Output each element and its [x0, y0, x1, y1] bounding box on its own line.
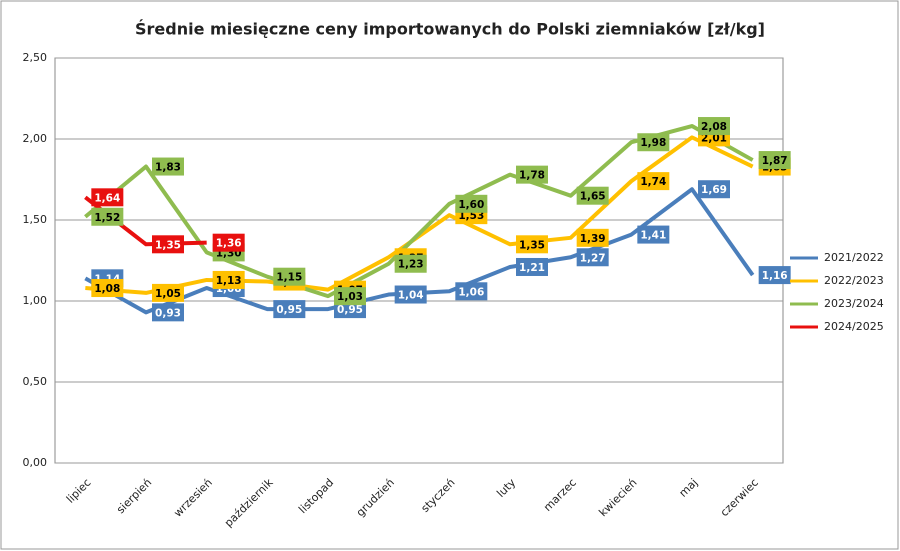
data-label: 1,74: [640, 176, 666, 188]
data-label: 1,13: [216, 275, 242, 287]
data-label-box: [152, 235, 184, 254]
data-label-box: [273, 267, 306, 286]
data-label: 1,98: [640, 137, 666, 149]
data-label-box: [152, 303, 184, 322]
data-label: 0,95: [337, 304, 363, 316]
y-tick-label: 1,00: [23, 294, 48, 307]
data-label-box: [334, 287, 366, 306]
data-label: 1,52: [94, 212, 120, 224]
data-label-box: [516, 257, 548, 276]
y-tick-label: 2,50: [23, 51, 48, 64]
data-label: 0,93: [155, 307, 181, 319]
chart-title: Średnie miesięczne ceny importowanych do…: [135, 20, 765, 39]
data-label-box: [394, 285, 427, 304]
data-label: 0,95: [276, 304, 302, 316]
data-label-box: [637, 225, 670, 244]
data-label: 1,35: [519, 239, 545, 251]
data-label-box: [91, 279, 124, 298]
data-label-box: [91, 207, 124, 226]
data-label-box: [394, 254, 427, 273]
data-label: 1,53: [458, 210, 484, 222]
legend-label: 2021/2022: [824, 251, 884, 264]
y-tick-label: 1,50: [23, 213, 48, 226]
data-label: 1,35: [155, 239, 181, 251]
data-label-box: [212, 233, 245, 252]
data-label-box: [516, 165, 548, 184]
data-label-box: [576, 186, 609, 205]
data-label: 1,04: [398, 290, 424, 302]
data-label: 1,69: [701, 184, 727, 196]
legend-label: 2022/2023: [824, 274, 884, 287]
data-label: 1,41: [640, 230, 666, 242]
y-tick-label: 2,00: [23, 132, 48, 145]
data-label: 1,83: [155, 162, 181, 174]
y-tick-label: 0,50: [23, 375, 48, 388]
data-label-box: [455, 282, 488, 301]
legend-label: 2024/2025: [824, 320, 884, 333]
data-label-box: [637, 172, 670, 191]
data-label: 2,01: [701, 132, 727, 144]
data-label: 1,15: [276, 272, 302, 284]
data-label-box: [576, 248, 609, 267]
data-label: 1,05: [155, 288, 181, 300]
y-tick-label: 0,00: [23, 456, 48, 469]
data-label: 1,16: [762, 270, 788, 282]
data-label: 1,36: [216, 238, 242, 250]
data-label-box: [698, 180, 730, 199]
data-label-box: [273, 300, 306, 319]
data-label: 1,23: [398, 259, 424, 271]
data-label: 1,06: [458, 286, 484, 298]
data-label-box: [698, 117, 730, 136]
data-label: 1,08: [94, 283, 120, 295]
legend-label: 2023/2024: [824, 297, 884, 310]
data-label: 1,21: [519, 262, 545, 274]
data-label: 1,78: [519, 170, 545, 182]
data-label-box: [516, 235, 548, 254]
data-label-box: [91, 188, 124, 207]
data-label-box: [637, 133, 670, 152]
data-label-box: [758, 266, 791, 285]
data-label: 1,64: [94, 192, 120, 204]
data-label-box: [212, 270, 245, 289]
data-label-box: [152, 157, 184, 176]
data-label: 1,03: [337, 291, 363, 303]
data-label: 1,87: [762, 155, 788, 167]
data-label: 1,65: [580, 191, 606, 203]
data-label: 1,60: [458, 199, 484, 211]
data-label: 1,39: [580, 233, 606, 245]
data-label-box: [152, 283, 184, 302]
data-label: 2,08: [701, 121, 727, 133]
data-label-box: [758, 151, 791, 170]
data-label: 1,27: [580, 252, 606, 264]
data-label-box: [576, 228, 609, 247]
data-label-box: [455, 194, 488, 213]
